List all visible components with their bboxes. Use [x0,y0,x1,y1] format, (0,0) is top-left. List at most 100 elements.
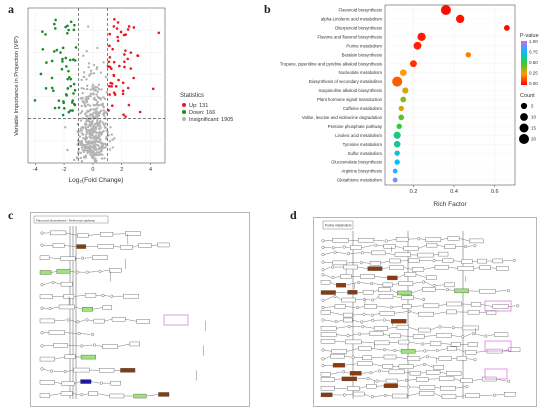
volcano-point-insignificant [89,94,92,98]
pathway-compound [407,310,411,314]
volcano-point-insignificant [111,138,114,141]
pathway-enzyme-box [82,307,93,312]
pathway-enzyme-box [350,245,362,250]
pathway-enzyme-box [362,355,373,361]
pvalue-legend-tick: 0.50 [529,60,538,65]
pathway-edge [410,311,419,315]
pathway-compound [370,313,374,317]
pathway-enzyme-box [102,344,118,349]
pathway-edge [407,379,417,381]
pathway-enzyme-box [477,258,487,264]
volcano-point-down [55,48,59,52]
volcano-point-insignificant [98,120,102,124]
pathway-enzyme-box [111,317,126,322]
volcano-point-insignificant [87,118,90,122]
pathway-compound [382,318,386,322]
volcano-point-insignificant [94,125,98,129]
pathway-enzyme-box [60,391,73,396]
volcano-point-down [69,109,72,112]
volcano-point-insignificant [94,157,97,160]
pathway-edge [334,276,341,278]
pathway-compound [331,265,335,269]
volcano-point-insignificant [80,97,83,100]
volcano-point-insignificant [83,104,87,108]
volcano-point-insignificant [81,148,84,152]
volcano-point-down [65,31,69,35]
pathway-enzyme-box [396,290,412,296]
volcano-point-down [71,109,74,112]
pathway-compound [101,293,105,297]
volcano-point-insignificant [86,103,90,106]
bubble-point [440,4,451,16]
volcano-point-insignificant [86,131,89,134]
pathway-edge [376,306,390,308]
volcano-point-insignificant [85,114,88,118]
pathway-edge [324,349,332,352]
volcano-point-insignificant [100,148,103,152]
volcano-point-insignificant [85,120,88,123]
pathway-enzyme-box [378,287,391,292]
pathway-enzyme-box [99,368,115,373]
volcano-point-insignificant [83,75,86,79]
volcano-point-insignificant [91,156,95,160]
pathway-edge [400,335,414,337]
pathway-enzyme-box [444,282,455,288]
pathway-enzyme-box [53,343,68,348]
volcano-point-insignificant [87,95,90,98]
pathway-enzyme-box [367,266,383,271]
pathway-edge [453,260,462,262]
volcano-point-up [126,57,130,61]
pathway-enzyme-box [411,267,425,272]
pathway-edge [408,327,419,331]
pathway-enzyme-box [58,304,75,310]
pathway-compound [80,393,84,397]
pathway-edge [101,270,110,272]
pathway-edge [67,345,80,347]
pathway-enzyme-box [446,309,457,315]
volcano-point-insignificant [85,111,88,114]
pathway-edge [43,345,54,347]
volcano-point-insignificant [91,83,95,87]
pathway-enzyme-box [349,371,362,376]
pathway-enzyme-box [60,281,73,287]
volcano-point-insignificant [92,103,95,107]
pathway-edge [359,386,367,389]
pvalue-legend-tick: 0.25 [529,71,538,76]
pathway-enzyme-box [446,301,462,307]
pathway-enzyme-box [434,265,449,270]
volcano-point-down [73,88,77,92]
pathway-compound [432,259,436,263]
volcano-point-insignificant [79,141,82,144]
pathway-edge [436,244,445,248]
volcano-point-down [53,22,56,26]
pathway-compound [342,370,346,374]
pathway-compound [321,273,325,277]
volcano-point-insignificant [92,63,96,67]
volcano-point-insignificant [84,143,87,147]
pathway-compound [432,283,436,287]
pathway-map-c-frame [30,212,250,407]
pathway-enzyme-box [357,361,373,366]
pathway-enzyme-box [423,303,440,309]
pathway-edge [496,378,507,382]
volcano-point-insignificant [80,110,84,113]
volcano-point-insignificant [94,131,97,134]
pathway-enzyme-box [109,268,122,273]
volcano-legend-title: Statistics [180,93,204,99]
pathway-edge [363,320,371,323]
pathway-edge [385,319,392,322]
volcano-point-insignificant [92,135,95,139]
volcano-point-down [69,77,73,81]
legend-marker-insignificant [182,117,186,121]
pathway-enzyme-box [320,385,335,391]
pathway-edge [455,395,466,397]
pathway-enzyme-box [436,333,452,338]
volcano-point-insignificant [102,109,105,112]
volcano-point-down [72,92,75,95]
pathway-edge [362,262,371,264]
pathway-enzyme-box [479,265,491,270]
pathway-enzyme-box [382,364,394,369]
volcano-point-insignificant [75,157,79,160]
volcano-point-insignificant [105,91,109,94]
volcano-point-up [116,21,120,24]
